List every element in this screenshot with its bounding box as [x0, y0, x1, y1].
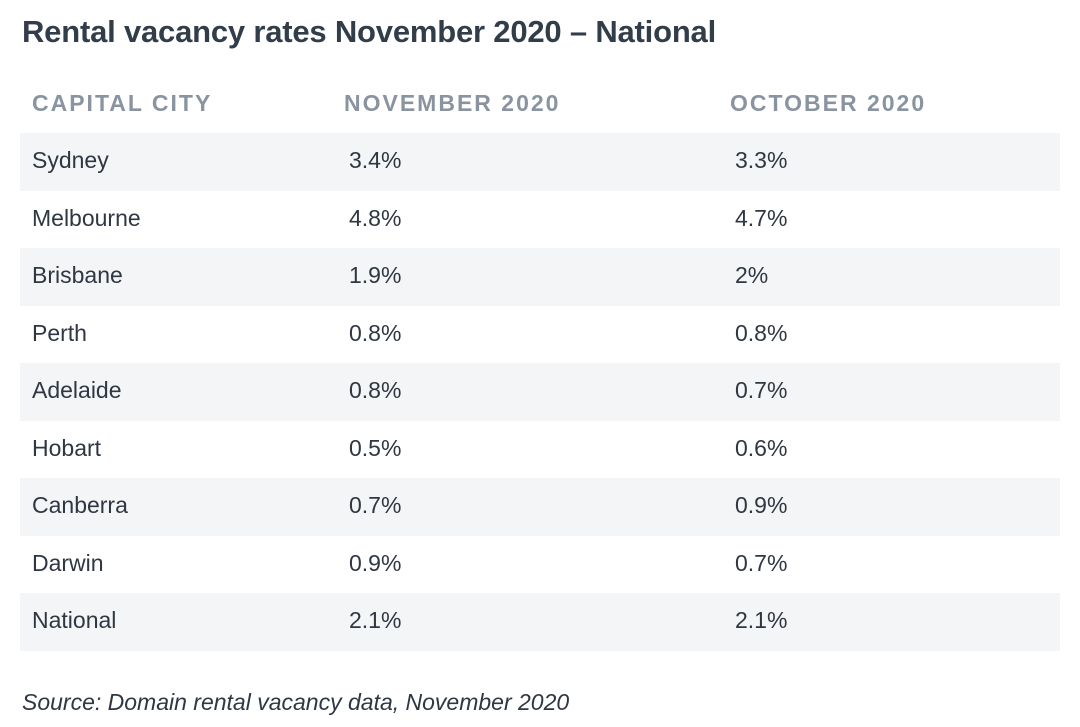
column-header-november-2020: NOVEMBER 2020 [344, 90, 561, 116]
november-rate-cell: 2.1% [349, 607, 402, 633]
november-rate-cell: 0.7% [349, 492, 402, 518]
city-cell: Hobart [32, 434, 102, 461]
november-rate-cell: 1.9% [349, 262, 402, 288]
table-row: Brisbane 1.9% 2% [20, 248, 1060, 306]
october-rate-cell: 2.1% [735, 607, 788, 633]
october-rate-cell: 3.3% [735, 147, 788, 173]
table-row: Canberra 0.7% 0.9% [20, 478, 1060, 536]
city-cell: Sydney [32, 147, 109, 173]
city-cell: Brisbane [32, 262, 123, 288]
table-row: Sydney 3.4% 3.3% [20, 133, 1060, 191]
october-rate-cell: 4.7% [735, 204, 788, 231]
page-title: Rental vacancy rates November 2020 – Nat… [22, 14, 717, 49]
city-cell: Adelaide [32, 377, 122, 403]
city-cell: Darwin [32, 549, 104, 576]
city-cell: National [32, 607, 117, 633]
city-cell: Canberra [32, 492, 128, 518]
column-header-october-2020: OCTOBER 2020 [730, 90, 927, 116]
november-rate-cell: 0.8% [349, 377, 402, 403]
october-rate-cell: 0.7% [735, 549, 788, 576]
table-row: Perth 0.8% 0.8% [20, 306, 1060, 364]
vacancy-table: CAPITAL CITY NOVEMBER 2020 OCTOBER 2020 … [20, 75, 1060, 651]
table-header-row: CAPITAL CITY NOVEMBER 2020 OCTOBER 2020 [20, 75, 1060, 133]
november-rate-cell: 3.4% [349, 147, 402, 173]
table-row-national: National 2.1% 2.1% [20, 593, 1060, 651]
october-rate-cell: 0.9% [735, 492, 788, 518]
table-row: Melbourne 4.8% 4.7% [20, 191, 1060, 249]
october-rate-cell: 0.8% [735, 319, 788, 346]
table-row: Hobart 0.5% 0.6% [20, 421, 1060, 479]
october-rate-cell: 0.6% [735, 434, 788, 461]
source-caption: Source: Domain rental vacancy data, Nove… [22, 689, 570, 715]
table-row: Darwin 0.9% 0.7% [20, 536, 1060, 594]
october-rate-cell: 0.7% [735, 377, 788, 403]
november-rate-cell: 4.8% [349, 204, 402, 231]
city-cell: Melbourne [32, 204, 141, 231]
october-rate-cell: 2% [735, 262, 769, 288]
november-rate-cell: 0.9% [349, 549, 402, 576]
city-cell: Perth [32, 319, 87, 346]
november-rate-cell: 0.8% [349, 319, 402, 346]
column-header-capital-city: CAPITAL CITY [32, 90, 213, 116]
table-row: Adelaide 0.8% 0.7% [20, 363, 1060, 421]
november-rate-cell: 0.5% [349, 434, 402, 461]
